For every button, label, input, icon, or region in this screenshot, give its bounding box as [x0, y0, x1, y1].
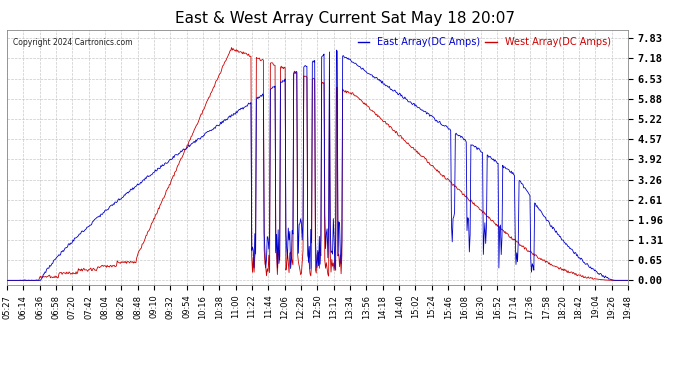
- Text: East & West Array Current Sat May 18 20:07: East & West Array Current Sat May 18 20:…: [175, 11, 515, 26]
- Text: Copyright 2024 Cartronics.com: Copyright 2024 Cartronics.com: [13, 38, 132, 46]
- Legend: East Array(DC Amps), West Array(DC Amps): East Array(DC Amps), West Array(DC Amps): [357, 38, 611, 47]
